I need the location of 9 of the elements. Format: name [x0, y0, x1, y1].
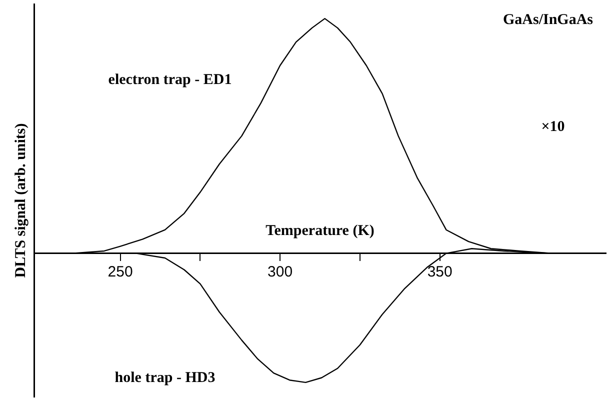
annotation: ×10	[541, 118, 565, 135]
x-axis-title: Temperature (K)	[266, 223, 374, 240]
text: hole trap - HD3	[114, 370, 216, 386]
text: electron trap - ED1	[108, 72, 232, 88]
x-tick-label: 250	[108, 263, 133, 280]
y-axis-title: DLTS signal (arb. units)	[12, 123, 29, 278]
annotation: GaAs/InGaAs	[502, 12, 594, 28]
x-tick-label: 350	[427, 263, 452, 280]
x-tick-label: 300	[268, 263, 293, 280]
